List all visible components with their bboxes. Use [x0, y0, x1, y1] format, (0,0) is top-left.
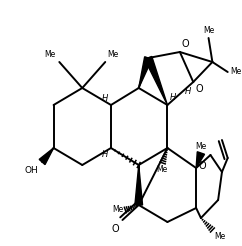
Text: O: O	[199, 161, 207, 171]
Text: H: H	[102, 150, 108, 159]
Text: Me: Me	[231, 67, 242, 77]
Text: Me: Me	[203, 26, 214, 35]
Polygon shape	[196, 152, 204, 168]
Text: H: H	[169, 93, 176, 102]
Text: H: H	[102, 94, 108, 103]
Text: Me: Me	[195, 142, 206, 151]
Text: O: O	[111, 224, 119, 234]
Text: O: O	[195, 84, 203, 94]
Text: Me: Me	[156, 165, 167, 174]
Polygon shape	[135, 165, 143, 205]
Text: Me: Me	[107, 50, 118, 59]
Text: O: O	[182, 39, 189, 49]
Text: OH: OH	[24, 166, 38, 175]
Text: Me: Me	[214, 232, 226, 241]
Text: Me: Me	[112, 204, 123, 214]
Text: Me: Me	[44, 50, 55, 59]
Text: H: H	[185, 87, 191, 96]
Polygon shape	[145, 56, 167, 105]
Polygon shape	[39, 148, 53, 165]
Polygon shape	[139, 57, 152, 88]
